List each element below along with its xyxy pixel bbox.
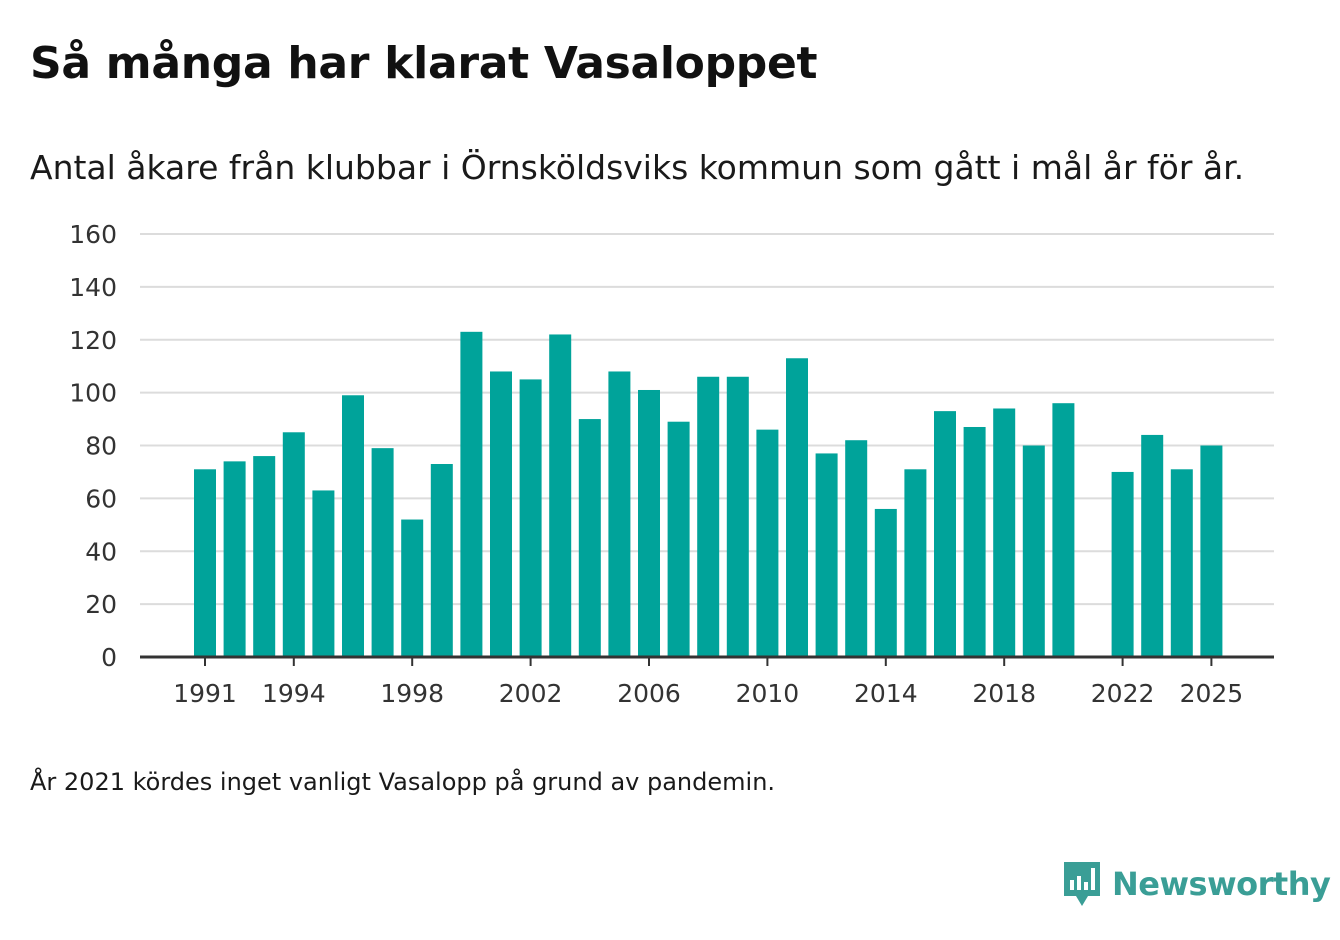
bar-2004 bbox=[578, 419, 601, 657]
bar-1996 bbox=[342, 395, 364, 657]
brand-name: Newsworthy bbox=[1112, 865, 1331, 903]
bar-2007 bbox=[667, 421, 690, 657]
x-tick-label: 2018 bbox=[972, 679, 1036, 708]
bar-1999 bbox=[430, 464, 453, 657]
bar-2013 bbox=[845, 440, 868, 657]
bar-2005 bbox=[608, 371, 631, 657]
x-tick-label: 1998 bbox=[380, 679, 444, 708]
bar-2015 bbox=[904, 469, 927, 657]
bar-2003 bbox=[549, 334, 572, 657]
x-tick-label: 2006 bbox=[617, 679, 681, 708]
y-tick-label: 60 bbox=[85, 484, 117, 513]
bar-1991 bbox=[194, 469, 216, 657]
bar-1992 bbox=[223, 461, 246, 657]
x-tick-label: 1991 bbox=[173, 679, 237, 708]
y-tick-label: 20 bbox=[85, 590, 117, 619]
x-tick-label: 1994 bbox=[262, 679, 326, 708]
y-tick-label: 140 bbox=[69, 273, 117, 302]
bar-2023 bbox=[1141, 434, 1164, 657]
bar-2014 bbox=[874, 508, 897, 657]
footnote: År 2021 kördes inget vanligt Vasalopp på… bbox=[30, 768, 776, 796]
x-tick-label: 2014 bbox=[854, 679, 918, 708]
bar-1997 bbox=[371, 448, 394, 657]
x-tick-label: 2025 bbox=[1180, 679, 1244, 708]
bar-2020 bbox=[1052, 403, 1075, 657]
y-tick-label: 100 bbox=[69, 379, 117, 408]
bar-2002 bbox=[519, 379, 542, 657]
x-tick-label: 2022 bbox=[1091, 679, 1155, 708]
y-axis-labels: 0 20 40 60 80 100 120 140 160 bbox=[69, 220, 117, 672]
bar-2025 bbox=[1200, 445, 1223, 657]
bar-2000 bbox=[460, 331, 483, 657]
brand-logo[interactable]: Newsworthy bbox=[1062, 860, 1331, 908]
bar-2017 bbox=[963, 426, 986, 657]
bar-2010 bbox=[756, 429, 779, 657]
bar-2001 bbox=[490, 371, 512, 657]
chart-subtitle: Antal åkare från klubbar i Örnsköldsviks… bbox=[30, 148, 1245, 187]
bar-2006 bbox=[638, 389, 660, 657]
bars bbox=[194, 331, 1223, 657]
bar-2018 bbox=[993, 408, 1016, 657]
bar-1998 bbox=[401, 519, 424, 657]
y-tick-label: 40 bbox=[85, 537, 117, 566]
y-tick-label: 0 bbox=[101, 643, 117, 672]
bar-2009 bbox=[726, 376, 749, 657]
x-axis-ticks: 1991 1994 1998 2002 2006 2010 2014 2018 2022 2025 bbox=[173, 657, 1243, 708]
bar-2019 bbox=[1022, 445, 1045, 657]
y-tick-label: 120 bbox=[69, 326, 117, 355]
bar-2016 bbox=[934, 411, 956, 657]
bar-1995 bbox=[312, 490, 335, 657]
chart-title: Så många har klarat Vasaloppet bbox=[30, 38, 818, 89]
y-tick-label: 160 bbox=[69, 220, 117, 249]
newsworthy-logo-icon bbox=[1064, 862, 1100, 906]
x-tick-label: 2010 bbox=[736, 679, 800, 708]
y-tick-label: 80 bbox=[85, 432, 117, 461]
bar-2012 bbox=[815, 453, 838, 657]
bar-2011 bbox=[786, 358, 808, 657]
bar-1993 bbox=[253, 456, 276, 657]
bar-1994 bbox=[282, 432, 305, 657]
bar-2024 bbox=[1170, 469, 1193, 657]
bar-2022 bbox=[1111, 471, 1134, 657]
x-tick-label: 2002 bbox=[499, 679, 563, 708]
bar-2008 bbox=[697, 376, 720, 657]
